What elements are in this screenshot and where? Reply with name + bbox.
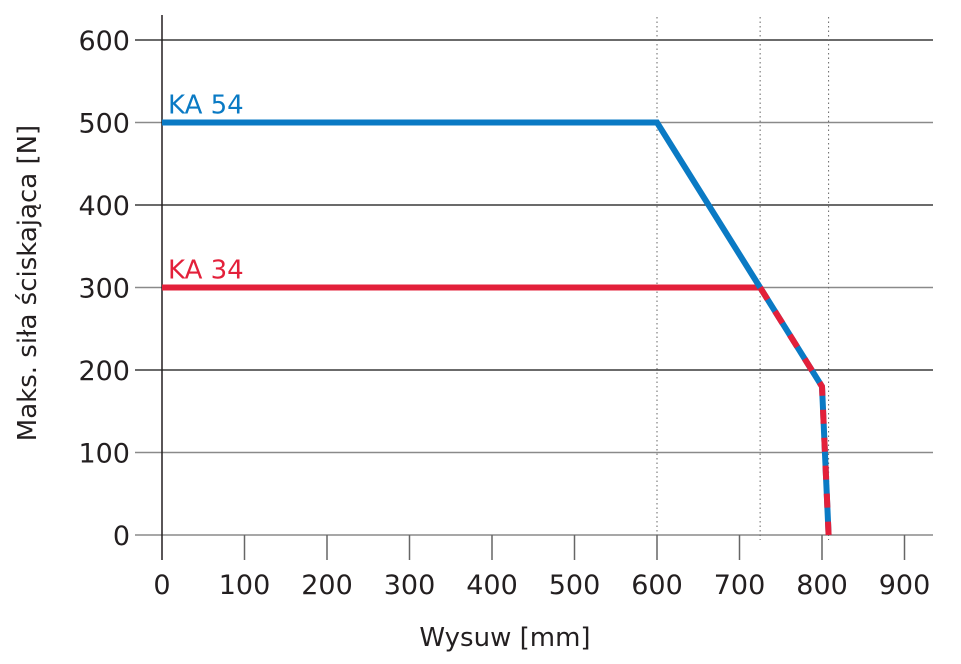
y-tick-label: 400 [78,191,130,222]
x-tick-label: 200 [301,570,353,601]
series-lines [162,119,832,536]
x-tick-label: 700 [714,570,766,601]
x-tick-label: 400 [466,570,518,601]
x-tick-label: 800 [796,570,848,601]
x-tick-label: 300 [384,570,436,601]
reference-dotted-lines [656,17,830,540]
x-axis-title: Wysuw [mm] [419,623,590,653]
x-tick-label: 500 [549,570,601,601]
shared-tail-red-dashes [757,285,832,536]
y-tick-label: 200 [78,356,130,387]
x-axis-ticks: 0 100 200 300 400 500 600 700 800 900 [153,535,930,601]
x-tick-label: 600 [631,570,683,601]
y-tick-label: 100 [78,439,130,470]
x-tick-label: 0 [153,570,170,601]
shared-tail-blue [757,285,832,536]
ka54-line [162,119,763,290]
y-tick-label: 300 [78,274,130,305]
label-ka54: KA 54 [168,91,244,121]
y-axis-ticks: 0 100 200 300 400 500 600 [78,26,130,552]
y-tick-label: 0 [113,521,130,552]
label-ka34: KA 34 [168,256,244,286]
x-tick-label: 100 [219,570,271,601]
y-axis-title: Maks. siła ściskająca [N] [13,125,43,441]
series-labels: KA 54 KA 34 [168,91,244,286]
x-tick-label: 900 [879,570,931,601]
y-tick-label: 500 [78,109,130,140]
y-tick-label: 600 [78,26,130,57]
